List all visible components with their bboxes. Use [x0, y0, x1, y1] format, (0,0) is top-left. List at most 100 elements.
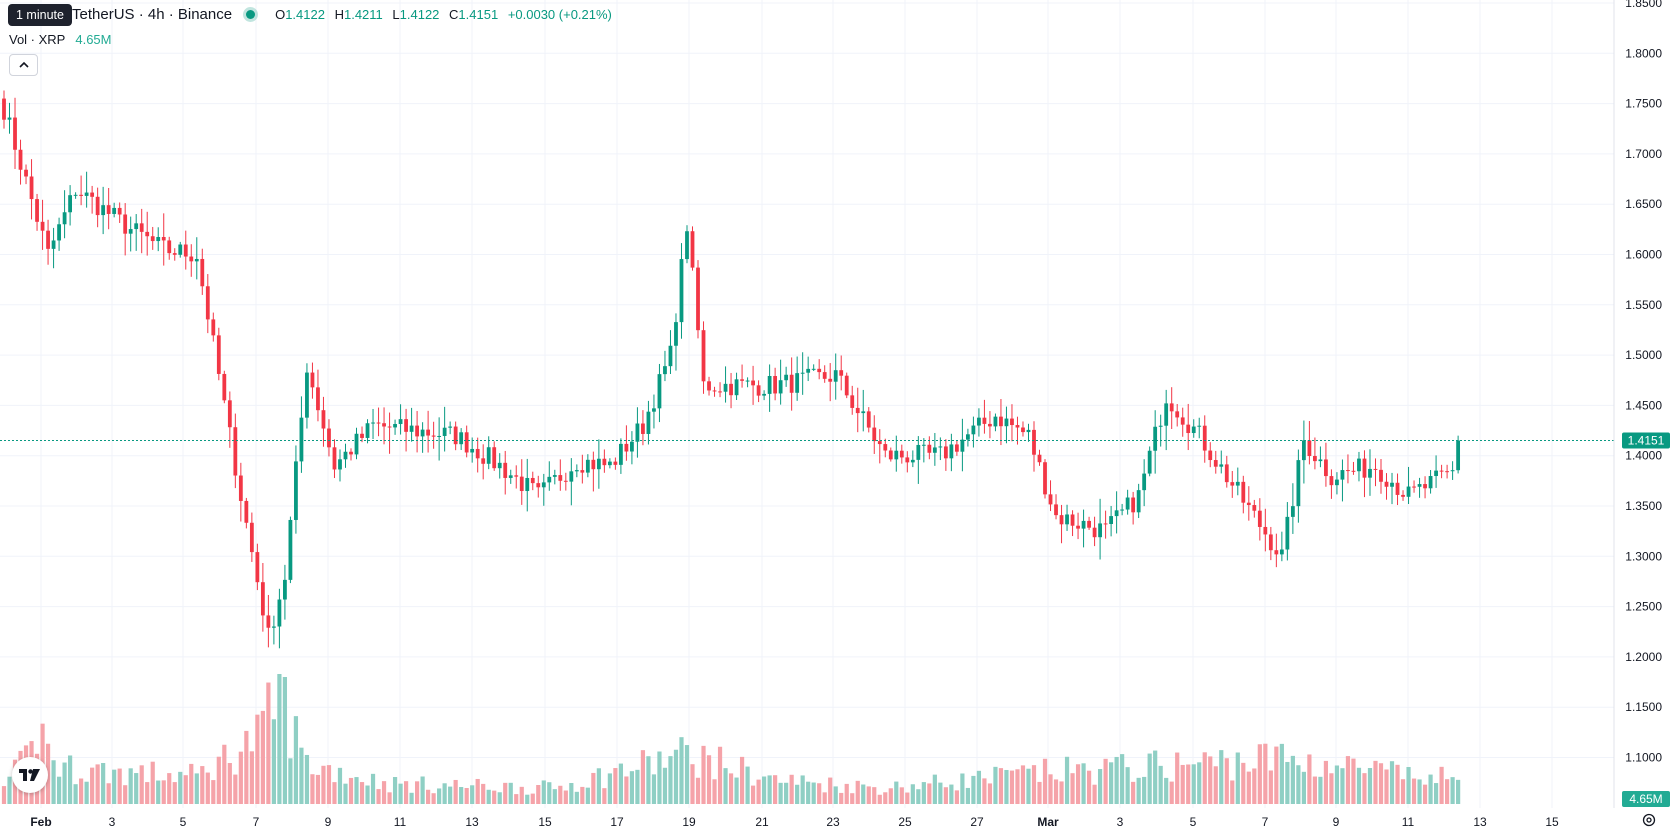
candle-body [271, 626, 276, 628]
candle-body [1296, 460, 1301, 507]
volume-bar [563, 790, 568, 804]
candle-body [954, 444, 959, 452]
volume-bar [398, 783, 403, 804]
candle-body [1241, 481, 1246, 503]
volume-bar [288, 758, 293, 804]
candle-body [365, 423, 370, 438]
volume-bar [1450, 777, 1455, 804]
volume-bar [459, 787, 464, 804]
candle-body [216, 335, 221, 374]
candle-body [1219, 464, 1224, 467]
candle-body [778, 380, 783, 394]
candle-body [740, 379, 744, 381]
price-tick-label: 1.8000 [1625, 46, 1662, 60]
candle-body [894, 450, 899, 460]
candle-body [1439, 470, 1444, 472]
volume-bar [1312, 776, 1318, 804]
volume-bar [420, 776, 425, 804]
volume-bar [134, 773, 139, 804]
volume-bar [222, 744, 227, 804]
volume-bar [607, 773, 612, 804]
candle-body [371, 422, 375, 424]
volume-bars [1, 674, 1461, 804]
volume-bar [1334, 765, 1340, 804]
candle-body [404, 419, 408, 432]
settings-icon[interactable] [1641, 812, 1657, 828]
interval-tooltip: 1 minute [8, 4, 72, 26]
volume-bar [965, 787, 970, 804]
candle-body [1059, 515, 1064, 525]
candle-body [932, 447, 937, 453]
volume-bar [1340, 768, 1345, 804]
volume-bar [1020, 765, 1026, 804]
volume-bar [580, 786, 585, 804]
price-tick-label: 1.4000 [1625, 449, 1662, 463]
candle-body [811, 368, 816, 370]
candle-body [1169, 403, 1174, 412]
candle-body [393, 424, 397, 428]
time-tick-label: 3 [109, 815, 116, 829]
volume-bar [150, 761, 155, 804]
volume-bar [932, 774, 937, 804]
candle-body [1279, 549, 1284, 555]
volume-bar [167, 773, 172, 804]
volume-bar [1219, 750, 1224, 804]
volume-bar [1400, 779, 1406, 804]
volume-bar [304, 754, 310, 804]
volume-bar [1114, 756, 1119, 804]
volume-bar [117, 768, 122, 804]
volume-bar [1235, 752, 1240, 804]
volume-bar [1362, 773, 1367, 804]
price-tick-label: 1.6000 [1625, 248, 1662, 262]
collapse-legend-button[interactable] [9, 54, 38, 76]
time-tick-label: 5 [180, 815, 187, 829]
volume-bar [1042, 758, 1048, 804]
volume-bar [106, 783, 111, 804]
volume-bar [1406, 767, 1411, 804]
candle-body [1257, 510, 1262, 527]
tradingview-logo-icon[interactable] [12, 757, 48, 793]
volume-bar [1169, 781, 1174, 804]
volume-bar [690, 764, 695, 804]
volume-bar [850, 793, 855, 804]
candle-body [470, 448, 475, 453]
volume-bar [1004, 769, 1009, 804]
volume-label[interactable]: Vol · XRP [9, 32, 66, 47]
ohlc-values: O1.4122 H1.4211 L1.4122 C1.4151 +0.0030 … [269, 7, 612, 22]
volume-bar [998, 768, 1004, 804]
candle-body [310, 372, 315, 388]
candle-body [1087, 520, 1091, 528]
candle-body [492, 447, 497, 469]
candle-body [679, 259, 684, 323]
volume-bar [90, 767, 95, 804]
candle-body [1092, 527, 1097, 538]
market-status-icon[interactable] [246, 10, 256, 19]
volume-bar [728, 773, 734, 804]
volume-bar [497, 792, 502, 804]
volume-bar [293, 716, 299, 804]
candle-body [354, 433, 359, 455]
candle-body [905, 457, 910, 463]
symbol-title[interactable]: TetherUS · 4h · Binance [72, 6, 233, 23]
candle-body [916, 444, 921, 460]
volume-bar [1356, 767, 1362, 804]
price-axis[interactable]: 1.1000 1.1500 1.2000 1.2500 1.3000 1.3500 1.40… [1625, 0, 1662, 765]
volume-bar [200, 766, 205, 804]
candle-body [420, 429, 425, 437]
volume-bar [45, 743, 51, 804]
candle-body [1191, 426, 1196, 434]
candle-body [1043, 462, 1047, 495]
volume-bar [1197, 762, 1202, 804]
volume-bar [79, 778, 84, 804]
candle-body [486, 447, 491, 464]
volume-bar [453, 779, 458, 804]
candle-body [1015, 425, 1020, 428]
time-axis[interactable]: Feb 3 5 7 9 11 13 15 17 19 21 23 25 27 Mar 3 5 7 9 11 13 15 [30, 815, 1559, 829]
price-tick-label: 1.1500 [1625, 700, 1662, 714]
candles [2, 90, 1461, 649]
candle-body [360, 433, 364, 438]
candle-body [1136, 490, 1141, 513]
price-tick-label: 1.7000 [1625, 147, 1662, 161]
volume-bar [1428, 774, 1433, 804]
